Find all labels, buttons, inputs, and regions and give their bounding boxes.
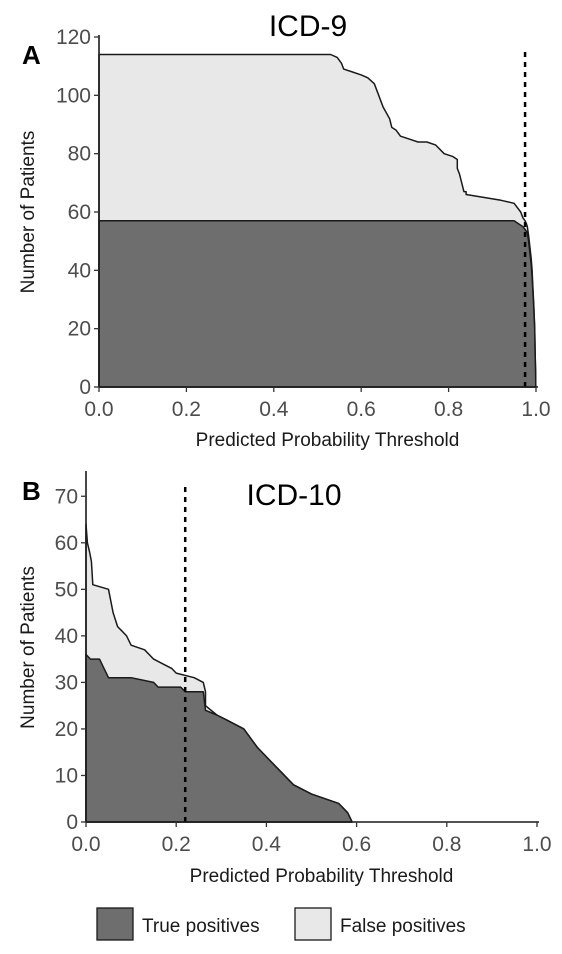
y-tick-label: 60 bbox=[68, 201, 91, 224]
x-axis-title: Predicted Probability Threshold bbox=[196, 430, 460, 451]
x-tick-label: 1.0 bbox=[522, 833, 551, 856]
y-tick-label: 20 bbox=[55, 718, 78, 741]
y-tick-label: 70 bbox=[55, 485, 78, 508]
area-true-positives bbox=[98, 220, 537, 388]
x-tick-label: 0.6 bbox=[342, 833, 371, 856]
y-tick-label: 60 bbox=[55, 532, 78, 555]
legend: True positives False positives bbox=[96, 907, 466, 941]
x-tick-label: 0.4 bbox=[252, 833, 282, 856]
area-true-positives bbox=[85, 653, 353, 823]
y-tick-label: 120 bbox=[56, 26, 91, 49]
y-tick-label: 0 bbox=[66, 811, 78, 834]
y-tick-label: 50 bbox=[55, 578, 78, 601]
y-tick-label: 0 bbox=[79, 376, 91, 399]
x-axis-title: Predicted Probability Threshold bbox=[190, 866, 454, 887]
panel-b: 0 10 20 30 40 50 60 70 0.0 0.2 0.4 0.6 0.8 1.0 Predict… bbox=[18, 471, 552, 887]
y-tick-label: 40 bbox=[68, 259, 91, 282]
x-tick-label: 0.0 bbox=[71, 833, 100, 856]
x-tick-label: 1.0 bbox=[521, 398, 550, 421]
panel-letter: A bbox=[22, 40, 41, 70]
x-tick-label: 0.2 bbox=[162, 833, 191, 856]
panel-title: ICD-9 bbox=[269, 10, 347, 43]
y-tick-label: 100 bbox=[56, 84, 91, 107]
y-tick-label: 80 bbox=[68, 143, 91, 166]
legend-swatch-false-positives bbox=[294, 907, 332, 941]
panel-title: ICD-10 bbox=[246, 479, 341, 512]
y-tick-label: 40 bbox=[55, 625, 78, 648]
x-tick-label: 0.6 bbox=[347, 398, 376, 421]
x-tick-label: 0.4 bbox=[259, 398, 289, 421]
y-axis-title: Number of Patients bbox=[18, 566, 39, 729]
legend-label-false-positives: False positives bbox=[340, 916, 466, 937]
legend-label-true-positives: True positives bbox=[142, 916, 260, 937]
y-tick-label: 30 bbox=[55, 671, 78, 694]
y-tick-label: 10 bbox=[55, 764, 78, 787]
y-tick-label: 20 bbox=[68, 318, 91, 341]
x-tick-label: 0.0 bbox=[84, 398, 113, 421]
x-tick-label: 0.2 bbox=[172, 398, 201, 421]
x-tick-label: 0.8 bbox=[432, 833, 461, 856]
legend-swatch-true-positives bbox=[96, 907, 134, 941]
panel-a: 0 20 40 60 80 100 120 0.0 0.2 0.4 0.6 0.8 1.0 Predict… bbox=[18, 10, 551, 451]
panel-letter: B bbox=[22, 476, 41, 506]
x-tick-label: 0.8 bbox=[434, 398, 463, 421]
y-axis-title: Number of Patients bbox=[18, 131, 39, 294]
